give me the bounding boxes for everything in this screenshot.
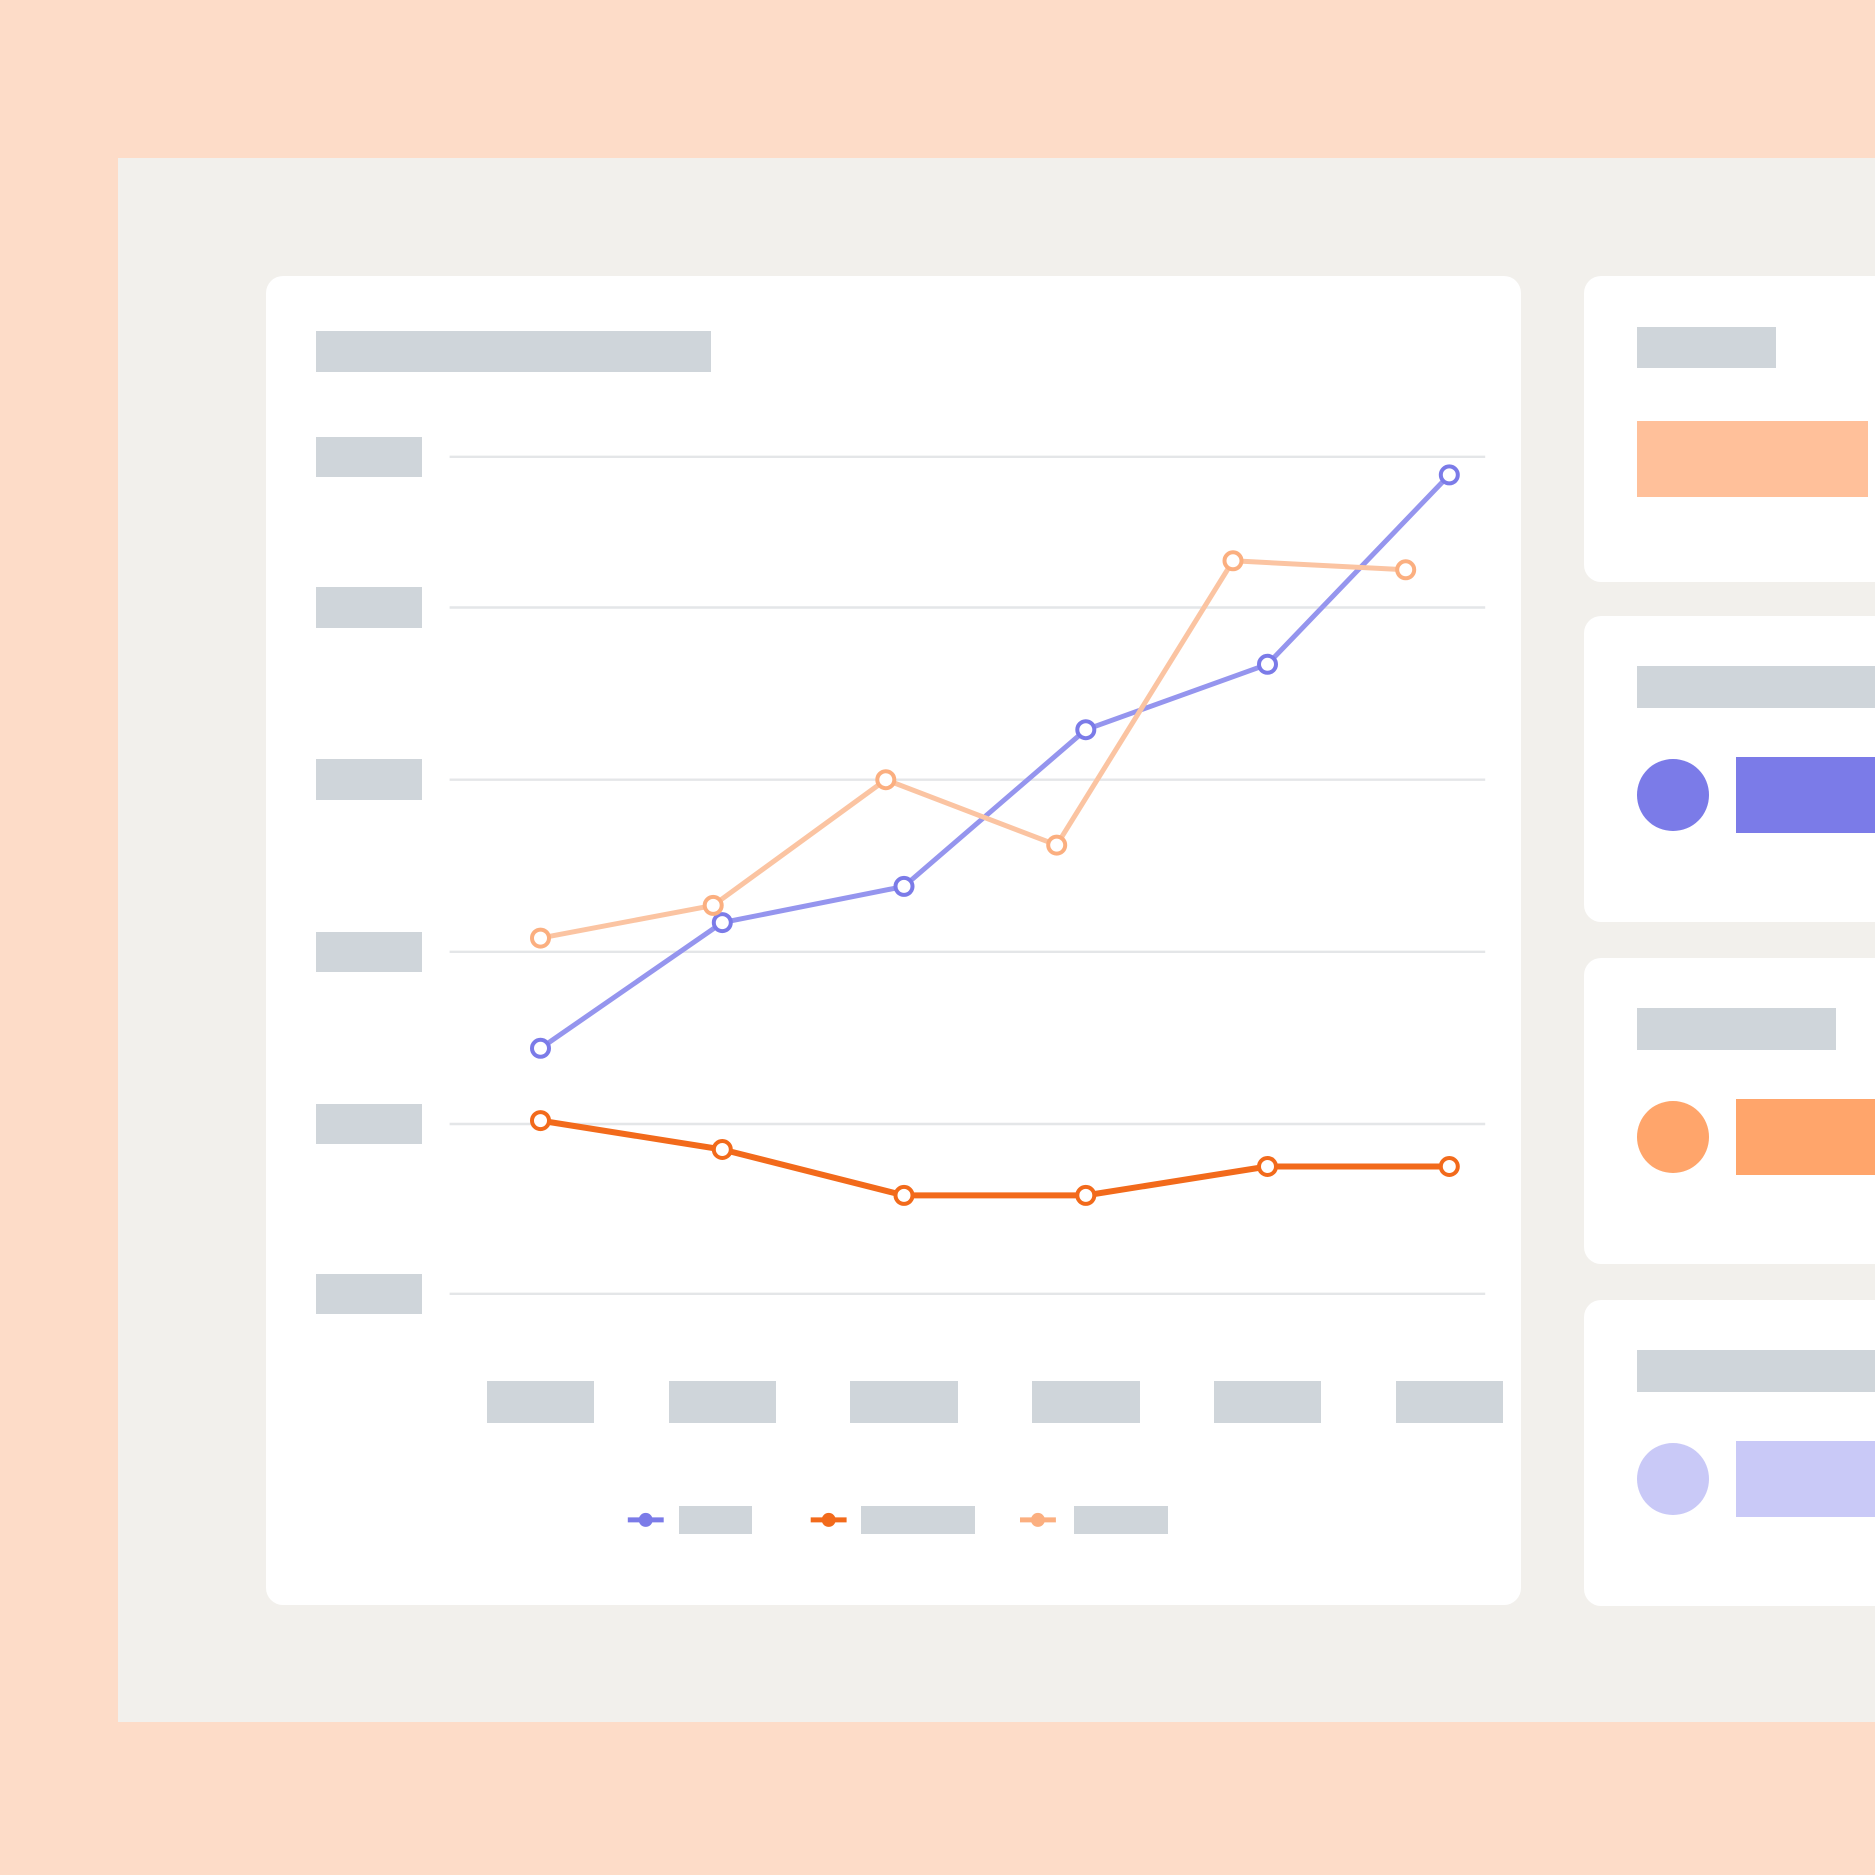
legend-label-placeholder xyxy=(1073,1505,1169,1535)
side-card-title-placeholder xyxy=(1637,1008,1836,1050)
side-card-value-bar xyxy=(1736,756,1875,834)
y-tick-label-placeholder xyxy=(315,1273,423,1315)
y-tick-label-placeholder xyxy=(315,587,423,628)
x-tick-label-placeholder xyxy=(668,1381,777,1423)
data-point xyxy=(530,1037,551,1059)
x-tick-label-placeholder xyxy=(1213,1381,1322,1423)
legend-label-placeholder xyxy=(679,1505,753,1535)
data-point xyxy=(711,1139,733,1160)
x-tick-label-placeholder xyxy=(1395,1381,1504,1423)
data-point xyxy=(530,1110,551,1132)
data-point xyxy=(1075,719,1097,741)
data-point xyxy=(711,912,733,934)
side-card-title-placeholder xyxy=(1637,666,1875,708)
side-card-title-placeholder xyxy=(1637,326,1776,369)
data-point xyxy=(1222,550,1244,572)
data-point xyxy=(1395,559,1417,581)
data-point xyxy=(1438,464,1460,486)
x-tick-label-placeholder xyxy=(850,1381,958,1423)
series-line xyxy=(540,1117,1450,1199)
side-card-title-placeholder xyxy=(1637,1350,1875,1392)
legend-marker-icon xyxy=(638,1512,653,1527)
data-point xyxy=(1257,653,1278,675)
series-line xyxy=(540,558,1406,941)
legend-marker-icon xyxy=(1030,1512,1045,1527)
series-line xyxy=(539,473,1452,1051)
side-card-value-bar xyxy=(1637,420,1868,498)
data-point xyxy=(1438,1156,1460,1177)
x-tick-label-placeholder xyxy=(1032,1381,1140,1423)
chart-title-placeholder xyxy=(315,331,712,372)
status-dot-icon xyxy=(1637,759,1709,831)
legend-label-placeholder xyxy=(861,1505,975,1535)
x-tick-label-placeholder xyxy=(486,1381,595,1423)
side-card-value-bar xyxy=(1736,1098,1875,1176)
side-card-value-bar xyxy=(1736,1440,1875,1518)
y-tick-label-placeholder xyxy=(315,931,423,973)
data-point xyxy=(893,1184,915,1206)
data-point xyxy=(893,875,915,897)
status-dot-icon xyxy=(1637,1101,1709,1173)
y-tick-label-placeholder xyxy=(315,436,423,478)
status-dot-icon xyxy=(1637,1443,1709,1515)
data-point xyxy=(1257,1156,1278,1177)
data-point xyxy=(702,894,724,916)
y-tick-label-placeholder xyxy=(315,759,423,800)
data-point xyxy=(1046,834,1068,856)
data-point xyxy=(875,769,897,791)
legend-marker-icon xyxy=(821,1512,836,1527)
data-point xyxy=(530,927,551,949)
data-point xyxy=(1075,1184,1097,1206)
y-tick-label-placeholder xyxy=(315,1103,423,1145)
